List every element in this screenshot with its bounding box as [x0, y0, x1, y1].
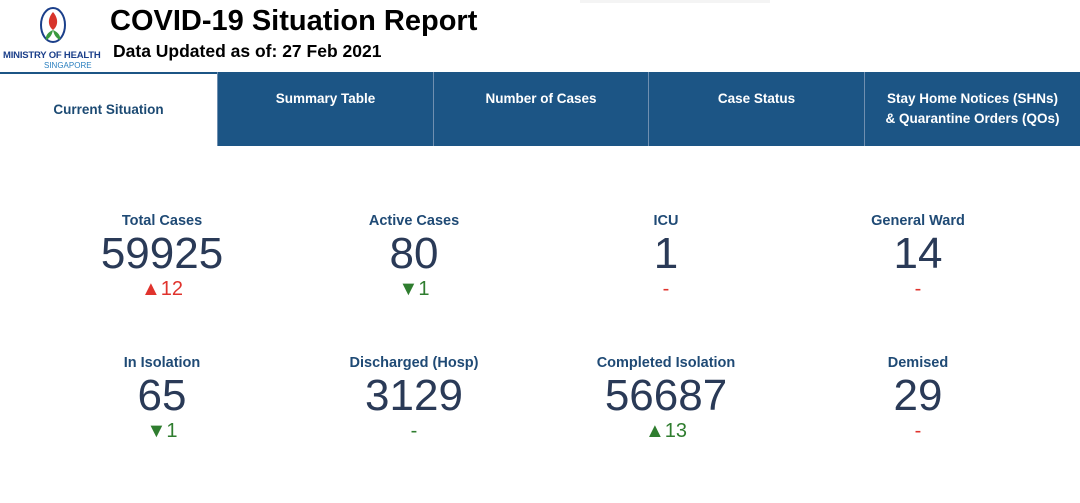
stat-value: 80 [389, 229, 439, 278]
stat-label: Demised [887, 355, 949, 371]
stat-change: ▼1 [146, 420, 178, 442]
tab-label: Case Status [717, 91, 796, 106]
stat-total-cases: Total Cases 59925 ▲12 [62, 213, 262, 300]
stat-value: 59925 [100, 229, 224, 278]
stat-value: 3129 [365, 371, 463, 420]
stat-value: 56687 [604, 371, 728, 420]
stat-in-isolation: In Isolation 65 ▼1 [62, 355, 262, 442]
stat-label: Completed Isolation [596, 355, 736, 371]
tab-bar: Current Situation Summary Table Number o… [0, 72, 1080, 146]
stat-change: ▲12 [140, 278, 184, 300]
tab-label: Number of Cases [485, 91, 597, 106]
stat-change: ▼1 [398, 278, 430, 300]
report-header: MINISTRY OF HEALTH SINGAPORE COVID-19 Si… [0, 0, 1080, 72]
tab-label: Current Situation [53, 102, 164, 117]
stat-label: Discharged (Hosp) [349, 355, 479, 371]
stat-change: - [914, 278, 922, 300]
tab-case-status[interactable]: Case Status [648, 72, 864, 146]
stat-general-ward: General Ward 14 - [818, 213, 1018, 300]
stat-value: 1 [653, 229, 679, 278]
stat-completed-isolation: Completed Isolation 56687 ▲13 [566, 355, 766, 442]
tab-label-line2: & Quarantine Orders (QOs) [885, 111, 1060, 126]
stat-label: Active Cases [368, 213, 460, 229]
stat-change: - [914, 420, 922, 442]
moh-emblem-icon [40, 7, 66, 43]
tab-summary-table[interactable]: Summary Table [217, 72, 433, 146]
stat-change: - [662, 278, 670, 300]
tab-current-situation[interactable]: Current Situation [0, 72, 217, 146]
stat-change: ▲13 [644, 420, 688, 442]
logo-text-ministry: MINISTRY OF HEALTH [3, 50, 101, 61]
stat-discharged-hosp: Discharged (Hosp) 3129 - [314, 355, 514, 442]
tab-shn-qo[interactable]: Stay Home Notices (SHNs) & Quarantine Or… [864, 72, 1080, 146]
stat-icu: ICU 1 - [566, 213, 766, 300]
stat-value: 29 [893, 371, 943, 420]
moh-logo: MINISTRY OF HEALTH SINGAPORE [0, 6, 108, 70]
tab-label-line1: Stay Home Notices (SHNs) [886, 91, 1059, 106]
top-strip [580, 0, 770, 3]
stat-value: 65 [137, 371, 187, 420]
stat-change: - [410, 420, 418, 442]
stat-active-cases: Active Cases 80 ▼1 [314, 213, 514, 300]
stat-label: General Ward [871, 213, 965, 229]
tab-number-of-cases[interactable]: Number of Cases [433, 72, 648, 146]
stat-label: In Isolation [123, 355, 201, 371]
tab-label: Summary Table [275, 91, 376, 106]
page-title: COVID-19 Situation Report [110, 5, 478, 37]
stat-label: Total Cases [121, 213, 203, 229]
data-updated-text: Data Updated as of: 27 Feb 2021 [113, 41, 382, 61]
stat-value: 14 [893, 229, 943, 278]
stat-label: ICU [653, 213, 679, 229]
stat-demised: Demised 29 - [818, 355, 1018, 442]
logo-text-country: SINGAPORE [44, 61, 92, 70]
